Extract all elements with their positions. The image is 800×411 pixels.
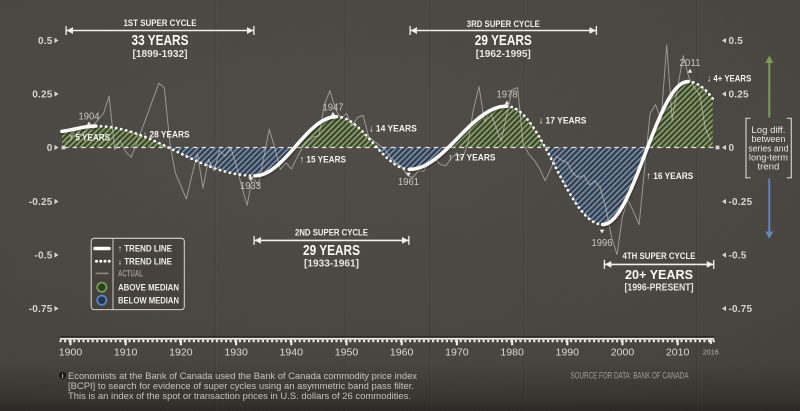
svg-text:2011: 2011 bbox=[680, 58, 701, 69]
svg-text:between: between bbox=[751, 134, 785, 144]
svg-text:29 YEARS: 29 YEARS bbox=[303, 243, 360, 259]
svg-text:1947: 1947 bbox=[323, 103, 344, 114]
svg-text:↓ 4+ YEARS: ↓ 4+ YEARS bbox=[707, 73, 751, 84]
svg-text:0: 0 bbox=[729, 143, 735, 154]
svg-text:0: 0 bbox=[47, 143, 53, 154]
svg-text:4TH SUPER CYCLE: 4TH SUPER CYCLE bbox=[623, 251, 696, 262]
svg-text:↑ 5 YEARS: ↑ 5 YEARS bbox=[69, 132, 111, 143]
svg-text:1978: 1978 bbox=[497, 89, 518, 100]
svg-text:1961: 1961 bbox=[398, 177, 419, 188]
svg-text:↓ 14 YEARS: ↓ 14 YEARS bbox=[369, 124, 417, 135]
svg-text:↓ 28 YEARS: ↓ 28 YEARS bbox=[143, 129, 190, 140]
svg-text:20+ YEARS: 20+ YEARS bbox=[625, 267, 693, 282]
svg-text:i: i bbox=[62, 373, 64, 380]
svg-text:1920: 1920 bbox=[169, 347, 193, 359]
svg-text:Log diff.: Log diff. bbox=[751, 125, 785, 135]
svg-text:trend: trend bbox=[757, 162, 779, 172]
svg-text:1930: 1930 bbox=[224, 347, 248, 359]
svg-text:ACTUAL: ACTUAL bbox=[118, 269, 143, 279]
svg-text:[1899-1932]: [1899-1932] bbox=[133, 49, 188, 60]
svg-text:1904: 1904 bbox=[79, 111, 100, 122]
svg-text:1940: 1940 bbox=[280, 347, 304, 359]
svg-text:-0.75: -0.75 bbox=[729, 304, 753, 315]
svg-text:33 YEARS: 33 YEARS bbox=[132, 33, 189, 49]
svg-text:-0.25: -0.25 bbox=[729, 197, 753, 208]
svg-text:[1962-1995]: [1962-1995] bbox=[476, 49, 531, 60]
svg-text:1900: 1900 bbox=[59, 347, 83, 359]
svg-text:SOURCE FOR DATA: BANK OF CANAD: SOURCE FOR DATA: BANK OF CANADA bbox=[571, 371, 689, 381]
svg-text:2016: 2016 bbox=[703, 348, 719, 357]
svg-text:BELOW MEDIAN: BELOW MEDIAN bbox=[118, 295, 179, 305]
svg-text:[1996-PRESENT]: [1996-PRESENT] bbox=[625, 283, 694, 294]
svg-text:↑ 16 YEARS: ↑ 16 YEARS bbox=[647, 171, 694, 182]
svg-text:0.5: 0.5 bbox=[729, 36, 744, 47]
svg-text:-0.5: -0.5 bbox=[729, 250, 747, 261]
svg-text:3RD SUPER CYCLE: 3RD SUPER CYCLE bbox=[467, 19, 540, 30]
svg-text:29 YEARS: 29 YEARS bbox=[475, 33, 532, 49]
svg-text:1950: 1950 bbox=[335, 347, 359, 359]
svg-text:[BCPI] to search for evidence: [BCPI] to search for evidence of super c… bbox=[68, 381, 414, 391]
svg-text:↑ 15 YEARS: ↑ 15 YEARS bbox=[300, 154, 347, 165]
svg-text:2000: 2000 bbox=[611, 347, 635, 359]
svg-text:↓ 17 YEARS: ↓ 17 YEARS bbox=[539, 116, 587, 127]
svg-text:-0.75: -0.75 bbox=[29, 304, 53, 315]
svg-text:-0.25: -0.25 bbox=[29, 197, 53, 208]
svg-text:0.5: 0.5 bbox=[38, 36, 53, 47]
svg-text:[1933-1961]: [1933-1961] bbox=[304, 259, 359, 270]
svg-text:↑ 17 YEARS: ↑ 17 YEARS bbox=[449, 152, 497, 163]
svg-text:-0.5: -0.5 bbox=[34, 250, 52, 261]
svg-text:1960: 1960 bbox=[390, 347, 414, 359]
svg-text:series and: series and bbox=[748, 143, 788, 153]
svg-text:↓ TREND LINE: ↓ TREND LINE bbox=[118, 256, 172, 266]
svg-text:1970: 1970 bbox=[445, 347, 469, 359]
svg-text:1990: 1990 bbox=[556, 347, 580, 359]
svg-text:2ND SUPER CYCLE: 2ND SUPER CYCLE bbox=[295, 227, 368, 238]
svg-text:1910: 1910 bbox=[114, 347, 138, 359]
svg-text:1996: 1996 bbox=[592, 238, 613, 249]
svg-text:0.25: 0.25 bbox=[729, 89, 750, 100]
svg-text:2010: 2010 bbox=[666, 347, 690, 359]
svg-text:This is an index of the spot o: This is an index of the spot or transact… bbox=[68, 391, 411, 401]
svg-text:0.25: 0.25 bbox=[32, 89, 53, 100]
svg-text:1933: 1933 bbox=[240, 181, 261, 192]
svg-text:Economists at the Bank of Cana: Economists at the Bank of Canada used th… bbox=[68, 371, 418, 381]
svg-text:1ST SUPER CYCLE: 1ST SUPER CYCLE bbox=[124, 18, 197, 29]
svg-text:ABOVE MEDIAN: ABOVE MEDIAN bbox=[118, 282, 179, 292]
svg-text:long-term: long-term bbox=[749, 153, 788, 163]
svg-text:1980: 1980 bbox=[500, 347, 524, 359]
svg-text:↑ TREND LINE: ↑ TREND LINE bbox=[118, 244, 172, 254]
